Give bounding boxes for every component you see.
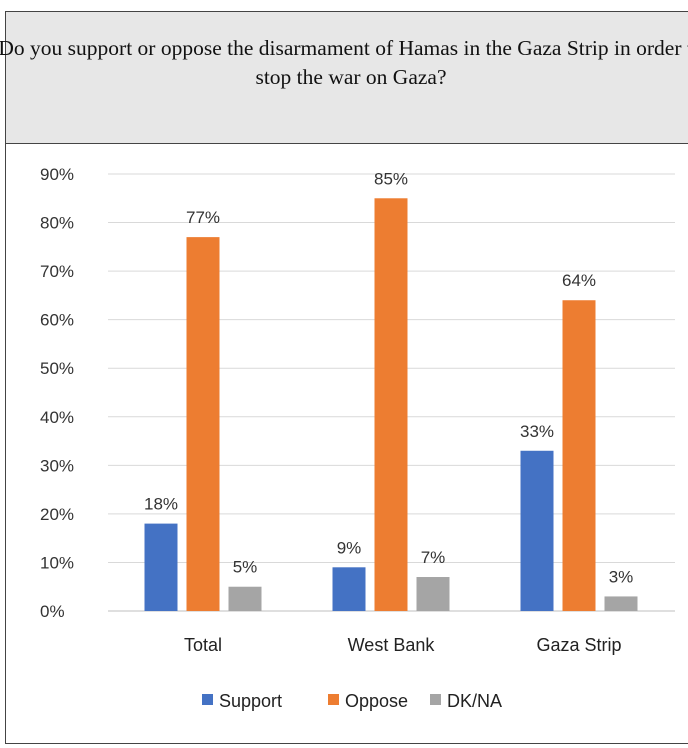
bar-support: [520, 450, 554, 611]
category-label: Gaza Strip: [536, 635, 621, 655]
title-box: Do you support or oppose the disarmament…: [0, 12, 688, 144]
data-label: 5%: [233, 558, 258, 577]
category-label: Total: [184, 635, 222, 655]
y-tick-label: 0%: [40, 602, 65, 621]
data-label: 7%: [421, 548, 446, 567]
bar-oppose: [562, 300, 596, 611]
y-tick-label: 50%: [40, 359, 74, 378]
data-label: 85%: [374, 169, 408, 188]
legend-label: Support: [219, 691, 282, 711]
legend-label: DK/NA: [447, 691, 502, 711]
bar-oppose: [374, 198, 408, 611]
bar-support: [332, 567, 366, 611]
y-tick-label: 10%: [40, 553, 74, 572]
chart-frame: Do you support or oppose the disarmament…: [0, 11, 688, 744]
data-label: 18%: [144, 495, 178, 514]
y-tick-label: 40%: [40, 408, 74, 427]
data-label: 9%: [337, 538, 362, 557]
bar-oppose: [186, 237, 220, 611]
y-tick-label: 90%: [40, 165, 74, 184]
legend-swatch: [328, 694, 339, 705]
chart-title: Do you support or oppose the disarmament…: [0, 36, 688, 89]
y-tick-label: 30%: [40, 456, 74, 475]
data-label: 64%: [562, 271, 596, 290]
bar-dkna: [416, 577, 450, 611]
data-label: 77%: [186, 208, 220, 227]
data-label: 33%: [520, 422, 554, 441]
data-label: 3%: [609, 567, 634, 586]
y-tick-label: 70%: [40, 262, 74, 281]
legend-swatch: [430, 694, 441, 705]
bar-support: [144, 523, 178, 611]
y-tick-label: 20%: [40, 505, 74, 524]
bar-dkna: [604, 596, 638, 611]
y-tick-label: 80%: [40, 214, 74, 233]
y-tick-label: 60%: [40, 311, 74, 330]
legend-swatch: [202, 694, 213, 705]
category-label: West Bank: [348, 635, 436, 655]
legend-label: Oppose: [345, 691, 408, 711]
bar-dkna: [228, 586, 262, 611]
